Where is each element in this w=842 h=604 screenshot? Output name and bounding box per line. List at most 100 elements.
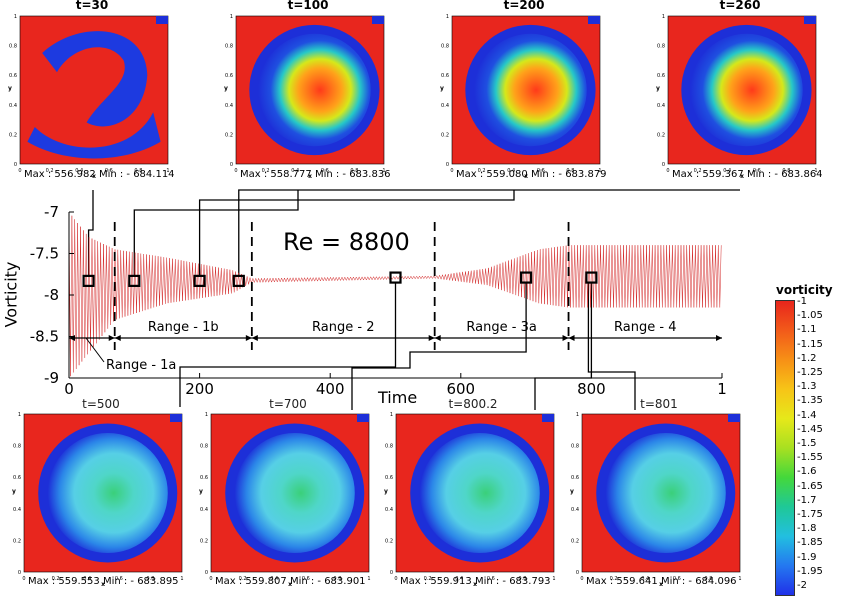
- vorticity-oscillation: [68, 211, 722, 377]
- x-tick-label: 200: [185, 380, 214, 398]
- colorbar-tick-label: -1.95: [797, 565, 823, 577]
- corner-patch: [357, 414, 369, 422]
- panel-x-tick: 1: [166, 168, 169, 174]
- y-tick-label: -7.5: [30, 245, 59, 263]
- snapshot-title: t=100: [287, 0, 329, 12]
- panel-y-tick: 0: [446, 162, 449, 168]
- panel-y-label: y: [656, 85, 660, 92]
- colorbar-tick-label: -1.3: [797, 381, 817, 393]
- range-label: Range - 2: [312, 320, 374, 335]
- max-readout: Max : 559.807: [215, 576, 290, 587]
- range-arrowhead-left: [568, 335, 575, 341]
- range-arrowhead-left: [251, 335, 258, 341]
- panel-y-tick: 0.6: [441, 73, 449, 79]
- colorbar-tick-label: -2: [797, 580, 807, 591]
- panel-y-tick: 0.2: [9, 132, 17, 138]
- panel-y-tick: 0.2: [225, 132, 233, 138]
- panel-y-tick: 0.4: [9, 103, 17, 109]
- y-tick-label: -8: [44, 286, 59, 304]
- panel-y-tick: 0.2: [441, 132, 449, 138]
- panel-x-tick: 0.4: [641, 576, 649, 582]
- colorbar-tick-label: -1: [797, 296, 807, 307]
- max-readout: Max : 556.982: [24, 169, 99, 180]
- snapshot-minmax: Max : 559.367 Min : - 683.864: [672, 169, 823, 180]
- panel-x-tick: 0.8: [146, 576, 154, 582]
- range-arrowhead-right: [245, 335, 252, 341]
- panel-y-tick: 1: [205, 412, 208, 418]
- panel-x-tick: 1: [367, 576, 370, 582]
- y-axis-title: Vorticity: [1, 261, 21, 328]
- panel-x-tick: 0.6: [673, 576, 681, 582]
- top-connector: [238, 189, 740, 276]
- panel-x-tick: 0.6: [105, 168, 113, 174]
- panel-y-tick: 0.4: [571, 507, 579, 513]
- panel-y-tick: 0.2: [13, 538, 21, 544]
- panel-y-tick: 0: [205, 570, 208, 576]
- max-readout: Max : 559.367: [672, 169, 747, 180]
- sample-marker: [519, 271, 533, 284]
- snapshot-minmax: Max : 559.080 Min : - 683.879: [456, 169, 607, 180]
- panel-x-tick: 1: [814, 168, 817, 174]
- min-readout: Min : - 684.096: [660, 576, 737, 587]
- panel-frame: [210, 413, 370, 573]
- panel-x-label: x: [92, 173, 96, 180]
- panel-x-tick: 0.2: [239, 576, 247, 582]
- panel-y-label: y: [199, 488, 203, 495]
- panel-y-tick: 0.4: [225, 103, 233, 109]
- panel-x-label: x: [101, 581, 105, 588]
- panel-x-tick: 0.6: [487, 576, 495, 582]
- colorbar-tick-label: -1.8: [797, 523, 817, 535]
- min-readout: Min : - 683.901: [289, 576, 366, 587]
- panel-x-tick: 0: [580, 576, 583, 582]
- max-readout: Max : 559.080: [456, 169, 531, 180]
- colorbar-tick-label: -1.35: [797, 395, 823, 407]
- panel-x-tick: 0: [394, 576, 397, 582]
- corner-patch: [588, 16, 600, 24]
- reynolds-annotation: Re = 8800: [283, 228, 410, 256]
- panel-y-tick: 0.8: [200, 444, 208, 450]
- y-tick-label: -7: [44, 203, 59, 221]
- panel-y-tick: 0.8: [657, 44, 665, 50]
- colorbar-tick-label: -1.75: [797, 509, 823, 520]
- range-arrowhead-right: [562, 335, 569, 341]
- panel-x-tick: 0.8: [566, 168, 574, 174]
- panel-x-tick: 1: [598, 168, 601, 174]
- panel-y-tick: 1: [18, 412, 21, 418]
- panel-frame: [581, 413, 741, 573]
- vortex-core: [419, 432, 540, 554]
- corner-patch: [156, 16, 168, 24]
- colorbar-tick-label: -1.1: [797, 324, 817, 336]
- panel-x-tick: 0: [666, 168, 669, 174]
- corner-patch: [542, 414, 554, 422]
- panel-y-tick: 0: [18, 570, 21, 576]
- colorbar-tick-label: -1.9: [797, 551, 817, 563]
- panel-x-label: x: [473, 581, 477, 588]
- y-tick-label: -9: [44, 369, 59, 387]
- panel-x-tick: 0: [209, 576, 212, 582]
- panel-x-tick: 0.8: [782, 168, 790, 174]
- max-readout: Max : 559.641: [586, 576, 661, 587]
- vortex-core: [258, 33, 371, 147]
- panel-x-tick: 1: [738, 576, 741, 582]
- corner-patch: [728, 414, 740, 422]
- panel-x-tick: 0.8: [333, 576, 341, 582]
- sample-marker: [389, 271, 402, 284]
- panel-y-tick: 0.8: [9, 44, 17, 50]
- range-label: Range - 4: [614, 320, 676, 335]
- panel-x-tick: 1: [552, 576, 555, 582]
- panel-y-tick: 0.4: [441, 103, 449, 109]
- panel-y-tick: 0.8: [13, 444, 21, 450]
- panel-y-tick: 0: [230, 162, 233, 168]
- range-arrowhead-left: [114, 335, 121, 341]
- max-readout: Max : 558.777: [240, 169, 315, 180]
- panel-y-tick: 0.6: [9, 73, 17, 79]
- colorbar-tick-label: -1.15: [797, 338, 823, 350]
- panel-frame: [23, 413, 183, 573]
- panel-y-tick: 0: [662, 162, 665, 168]
- snapshot-title: t=801: [640, 397, 678, 411]
- panel-x-tick: 0.4: [75, 168, 83, 174]
- vortex-core: [47, 432, 168, 554]
- panel-x-tick: 0.4: [270, 576, 278, 582]
- corner-patch: [170, 414, 182, 422]
- bottom-connector: [587, 282, 636, 410]
